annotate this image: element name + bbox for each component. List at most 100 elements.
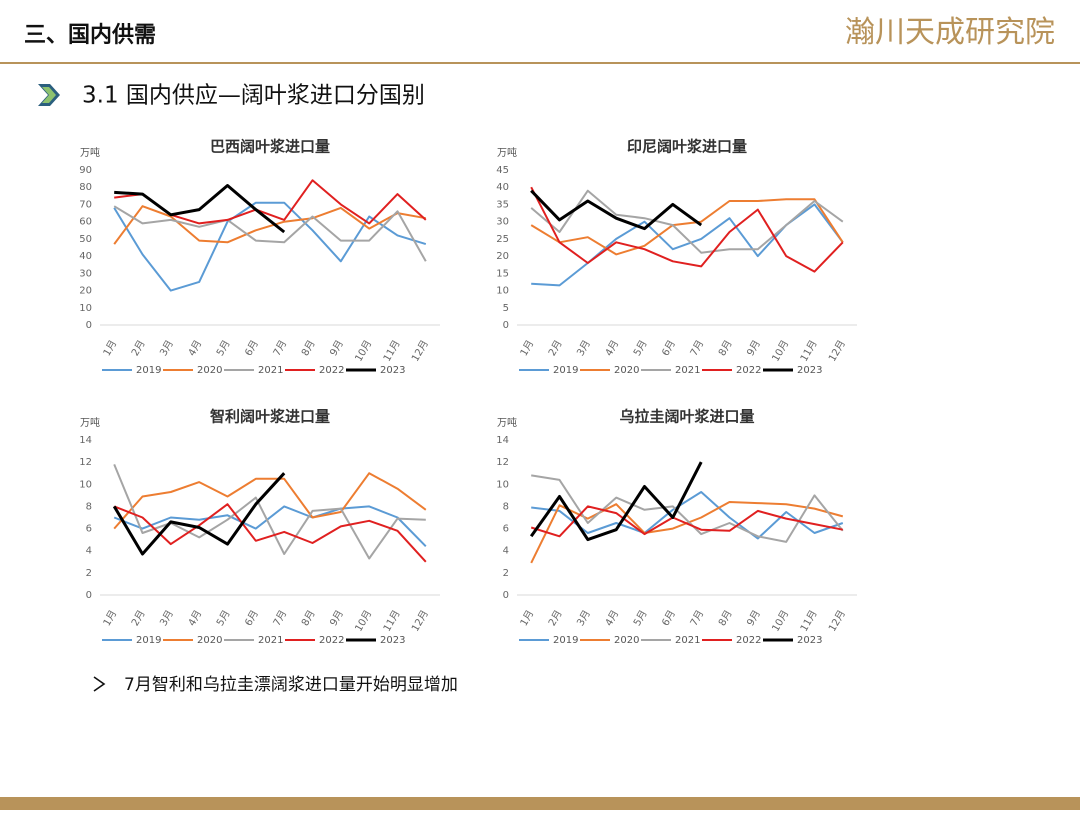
series-line	[114, 184, 286, 234]
legend-label: 2023	[380, 635, 405, 646]
x-tick-label: 5月	[631, 608, 650, 628]
series-line	[529, 461, 703, 542]
y-tick-label: 90	[79, 165, 92, 176]
chevron-icon-inner	[42, 87, 56, 103]
y-tick-label: 0	[86, 320, 92, 331]
y-tick-label: 30	[79, 268, 92, 279]
y-tick-label: 4	[503, 546, 509, 557]
y-tick-label: 15	[496, 268, 509, 279]
x-tick-label: 8月	[299, 608, 318, 628]
series-line	[113, 472, 427, 530]
series-line	[113, 201, 427, 292]
x-tick-label: 9月	[744, 338, 763, 358]
y-tick-label: 10	[79, 479, 92, 490]
y-tick-label: 20	[79, 286, 92, 297]
y-tick-label: 6	[503, 524, 509, 535]
y-tick-label: 10	[496, 479, 509, 490]
legend-label: 2022	[319, 635, 344, 646]
x-tick-label: 11月	[798, 608, 820, 634]
x-tick-label: 6月	[659, 608, 678, 628]
series-line	[113, 464, 426, 560]
chart-title: 乌拉圭阔叶浆进口量	[619, 408, 754, 426]
x-tick-label: 11月	[381, 338, 403, 364]
legend-label: 2022	[319, 365, 344, 376]
x-tick-label: 7月	[688, 608, 707, 628]
series-line	[530, 501, 844, 564]
logo: 瀚川天成研究院	[845, 15, 1055, 50]
y-tick-label: 0	[503, 590, 509, 601]
x-tick-label: 4月	[186, 338, 205, 358]
x-tick-label: 1月	[101, 338, 120, 358]
y-tick-label: 35	[496, 199, 509, 210]
y-tick-label: 10	[79, 303, 92, 314]
chart-title: 智利阔叶浆进口量	[210, 408, 330, 426]
x-tick-label: 5月	[214, 608, 233, 628]
x-tick-label: 2月	[129, 338, 148, 358]
x-tick-label: 10月	[353, 608, 375, 634]
y-tick-label: 2	[86, 568, 92, 579]
x-tick-label: 10月	[770, 338, 792, 364]
legend-label: 2020	[197, 635, 222, 646]
series-line	[530, 189, 703, 231]
x-tick-label: 6月	[659, 338, 678, 358]
x-tick-label: 3月	[157, 608, 176, 628]
note: 7月智利和乌拉圭漂阔浆进口量开始明显增加	[124, 675, 458, 695]
y-tick-label: 5	[503, 303, 509, 314]
y-tick-label: 40	[496, 182, 509, 193]
x-tick-label: 4月	[186, 608, 205, 628]
x-tick-label: 10月	[770, 608, 792, 634]
x-tick-label: 11月	[798, 338, 820, 364]
x-tick-label: 3月	[574, 338, 593, 358]
legend-label: 2023	[797, 635, 822, 646]
y-unit: 万吨	[80, 146, 100, 159]
y-tick-label: 40	[79, 251, 92, 262]
series-line	[531, 491, 844, 540]
y-tick-label: 25	[496, 234, 509, 245]
y-tick-label: 50	[79, 234, 92, 245]
series-line	[530, 198, 844, 256]
series-line	[530, 505, 843, 538]
y-tick-label: 0	[503, 320, 509, 331]
y-tick-label: 8	[503, 501, 509, 512]
x-tick-label: 7月	[271, 608, 290, 628]
x-tick-label: 11月	[381, 608, 403, 634]
y-tick-label: 12	[496, 457, 509, 468]
x-tick-label: 12月	[826, 338, 848, 364]
x-tick-label: 9月	[327, 338, 346, 358]
legend-label: 2021	[675, 365, 700, 376]
x-tick-label: 7月	[271, 338, 290, 358]
legend-label: 2020	[614, 635, 639, 646]
x-tick-label: 9月	[327, 608, 346, 628]
y-tick-label: 80	[79, 182, 92, 193]
legend-label: 2021	[258, 365, 283, 376]
series-line	[113, 205, 427, 262]
y-tick-label: 8	[86, 501, 92, 512]
x-tick-label: 10月	[353, 338, 375, 364]
series-line	[530, 186, 844, 273]
legend-label: 2022	[736, 635, 761, 646]
x-tick-label: 2月	[129, 608, 148, 628]
y-unit: 万吨	[497, 146, 517, 159]
subtitle: 3.1 国内供应—阔叶浆进口分国别	[82, 83, 425, 109]
x-tick-label: 8月	[716, 338, 735, 358]
section-title: 三、国内供需	[24, 22, 156, 48]
chart-title: 印尼阔叶浆进口量	[627, 138, 747, 156]
series-line	[112, 472, 286, 556]
x-tick-label: 3月	[157, 338, 176, 358]
legend-label: 2021	[675, 635, 700, 646]
legend-label: 2019	[553, 635, 578, 646]
y-tick-label: 2	[503, 568, 509, 579]
y-tick-label: 14	[79, 435, 92, 446]
series-line	[113, 503, 427, 563]
x-tick-label: 1月	[101, 608, 120, 628]
x-tick-label: 12月	[409, 338, 431, 364]
y-tick-label: 20	[496, 251, 509, 262]
y-tick-label: 12	[79, 457, 92, 468]
x-tick-label: 4月	[603, 338, 622, 358]
legend-label: 2021	[258, 635, 283, 646]
x-tick-label: 7月	[688, 338, 707, 358]
series-line	[530, 189, 844, 254]
y-tick-label: 70	[79, 199, 92, 210]
x-tick-label: 9月	[744, 608, 763, 628]
